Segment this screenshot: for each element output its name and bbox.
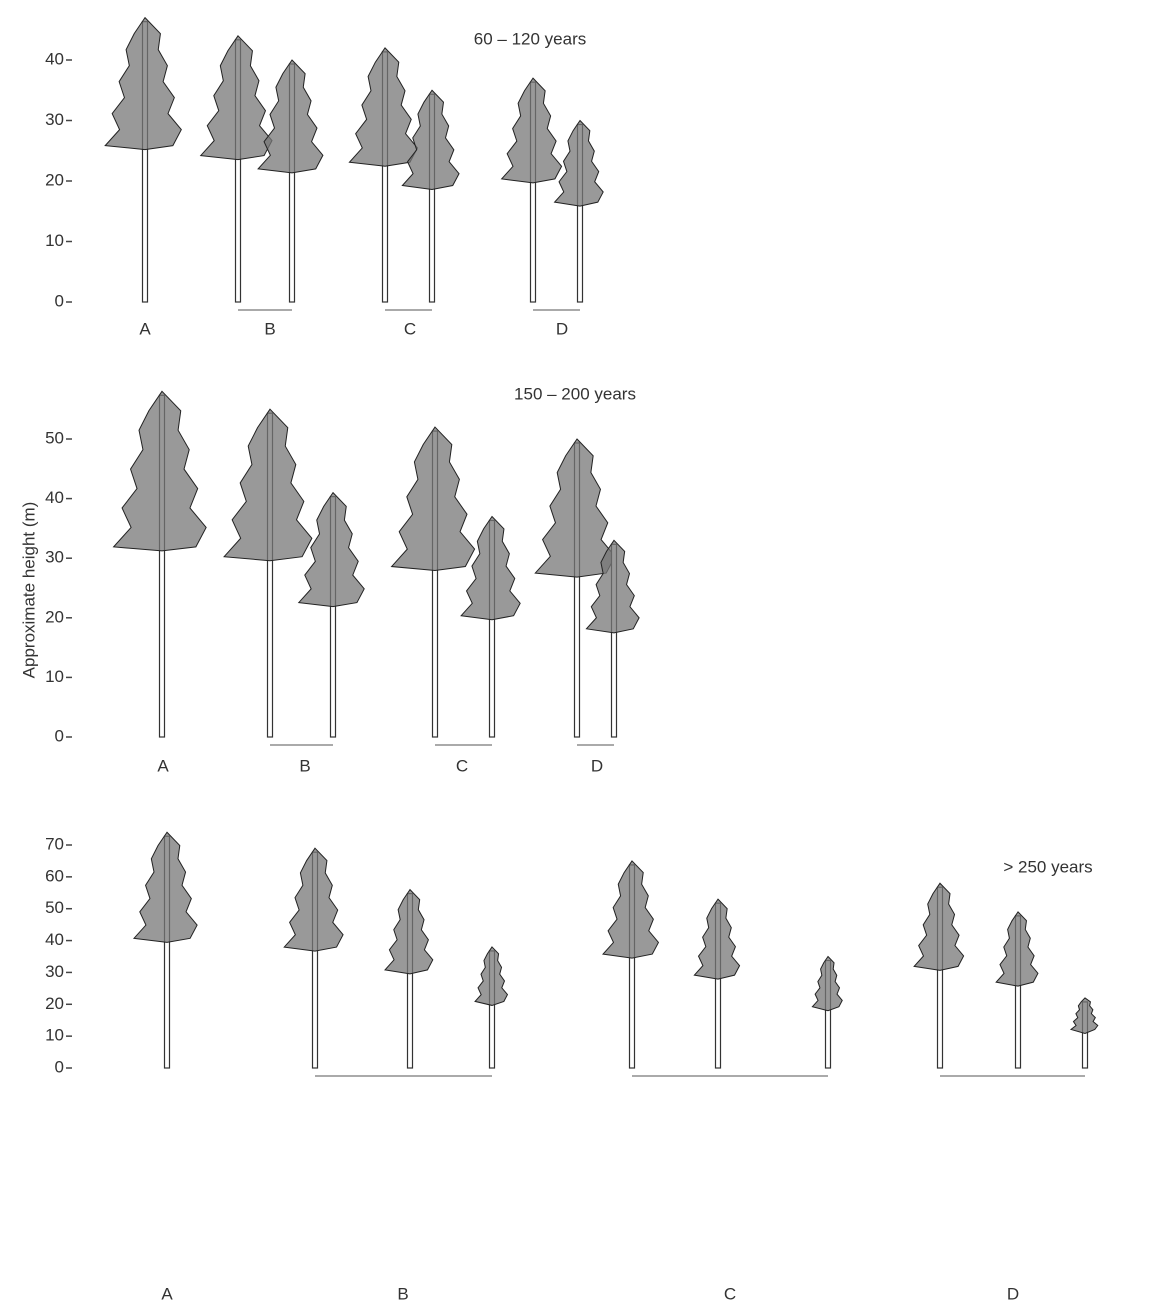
group-label: B (264, 319, 275, 338)
tree (500, 77, 563, 303)
tree-crown (257, 59, 324, 174)
tree (534, 438, 616, 738)
tree-crown (199, 35, 273, 161)
tree (553, 119, 604, 303)
y-tick-label: 10 (45, 1026, 64, 1045)
y-tick-label: 20 (45, 994, 64, 1013)
group-label: B (299, 756, 310, 775)
tree-crown (283, 847, 344, 952)
tree-crown (384, 888, 434, 975)
group-label: A (161, 1284, 173, 1303)
y-tick-label: 40 (45, 49, 64, 68)
group-label: D (591, 756, 603, 775)
group-label: D (556, 319, 568, 338)
y-tick-label: 50 (45, 898, 64, 917)
y-axis-label: Approximate height (m) (19, 502, 38, 679)
group-label: A (157, 756, 169, 775)
group-label: B (397, 1284, 408, 1303)
tree (602, 860, 660, 1069)
tree-crown (602, 860, 660, 959)
tree (585, 539, 640, 738)
panel-title: 150 – 200 years (514, 384, 636, 403)
y-tick-label: 0 (55, 1057, 64, 1076)
tree (104, 16, 182, 303)
y-tick-label: 20 (45, 170, 64, 189)
tree-crown (132, 831, 198, 943)
tree (384, 888, 434, 1069)
tree-crown (401, 89, 460, 191)
tree-crown (534, 438, 616, 578)
tree (401, 89, 460, 303)
tree-crown (474, 946, 509, 1006)
tree-crown (390, 426, 476, 572)
y-tick-label: 40 (45, 930, 64, 949)
tree (283, 847, 344, 1069)
tree (693, 898, 741, 1069)
tree (1069, 997, 1099, 1069)
y-tick-label: 30 (45, 548, 64, 567)
tree-crown (585, 539, 640, 634)
panel-title: 60 – 120 years (474, 29, 586, 48)
tree-crown (297, 491, 365, 608)
tree (132, 831, 198, 1069)
tree (811, 955, 843, 1069)
tree-crown (995, 911, 1039, 987)
panel-title: > 250 years (1003, 857, 1092, 876)
tree-crown (913, 882, 965, 971)
tree-crown (104, 16, 182, 151)
tree-crown (223, 408, 313, 562)
group-label: C (724, 1284, 736, 1303)
tree (995, 911, 1039, 1069)
tree (348, 47, 419, 303)
tree-crown (460, 515, 521, 621)
tree-crown (693, 898, 741, 980)
y-tick-label: 0 (55, 291, 64, 310)
tree (390, 426, 476, 738)
tree-crown (112, 390, 207, 552)
y-tick-label: 20 (45, 607, 64, 626)
tree-crown (811, 955, 843, 1012)
tree (112, 390, 207, 738)
tree-crown (1069, 997, 1099, 1034)
tree-crown (348, 47, 419, 167)
tree (199, 35, 273, 303)
tree-crown (500, 77, 563, 184)
tree-crown (553, 119, 604, 207)
group-label: A (139, 319, 151, 338)
y-tick-label: 50 (45, 428, 64, 447)
y-tick-label: 10 (45, 231, 64, 250)
tree (460, 515, 521, 738)
group-label: C (404, 319, 416, 338)
y-tick-label: 30 (45, 962, 64, 981)
y-tick-label: 70 (45, 834, 64, 853)
tree (223, 408, 313, 738)
y-tick-label: 0 (55, 726, 64, 745)
group-label: C (456, 756, 468, 775)
tree (257, 59, 324, 303)
group-label: D (1007, 1284, 1019, 1303)
y-tick-label: 30 (45, 110, 64, 129)
tree (297, 491, 365, 738)
tree (913, 882, 965, 1069)
y-tick-label: 10 (45, 667, 64, 686)
tree (474, 946, 509, 1069)
y-tick-label: 60 (45, 866, 64, 885)
y-tick-label: 40 (45, 488, 64, 507)
